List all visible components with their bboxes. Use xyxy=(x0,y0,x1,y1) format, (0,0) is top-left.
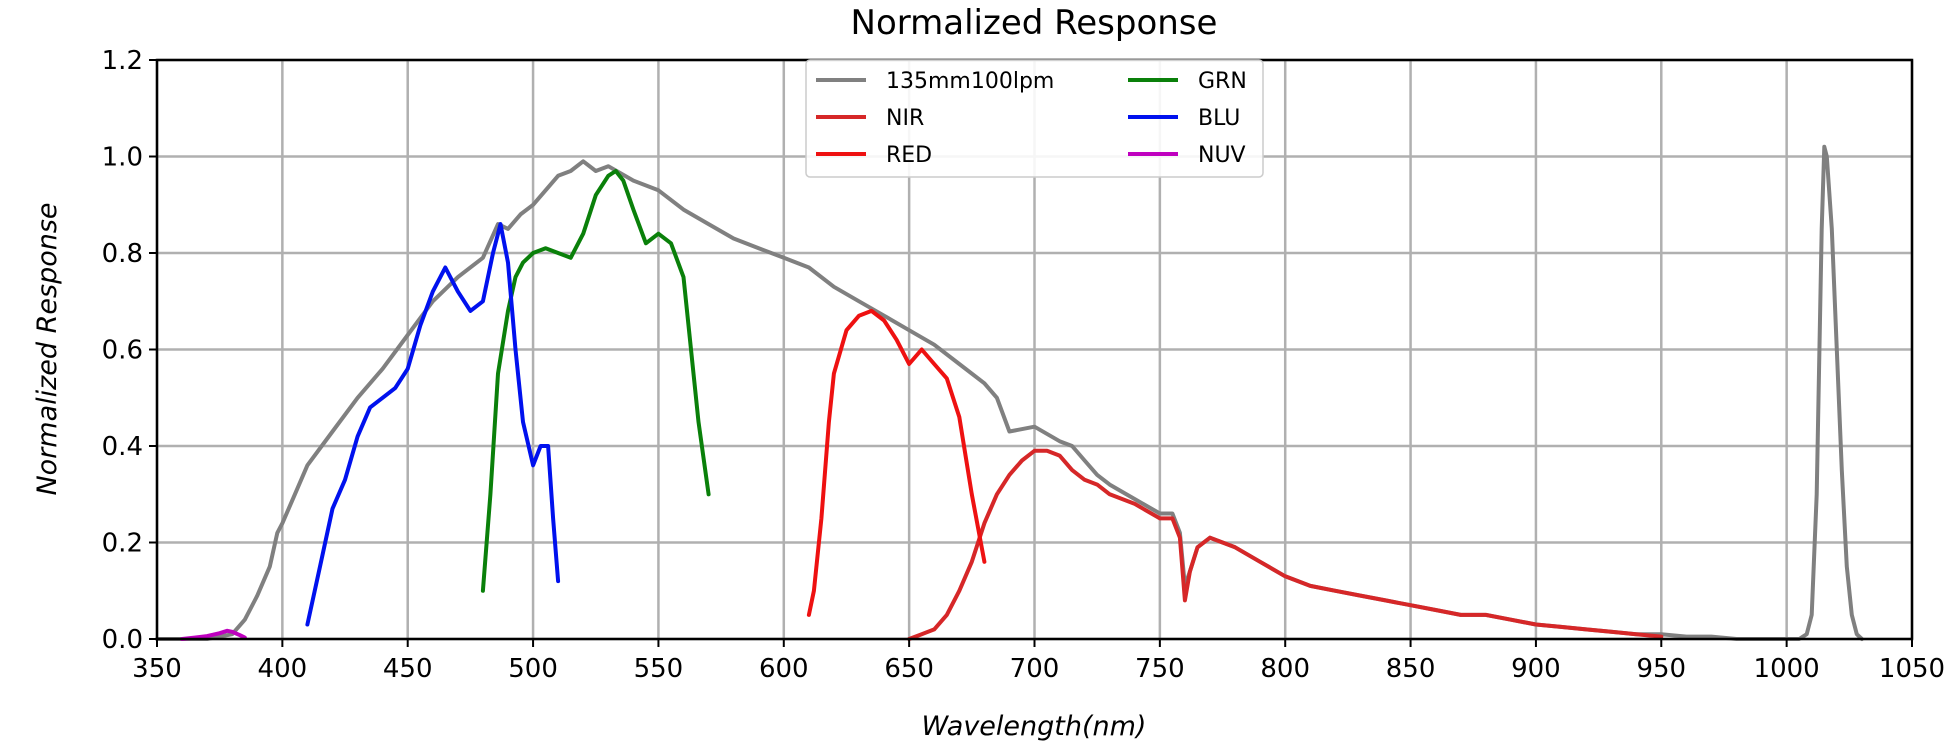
x-tick-label: 600 xyxy=(759,654,809,684)
legend: 135mm100lpm NIR RED GRN BLU NUV xyxy=(805,59,1264,178)
series-line-nuv xyxy=(180,628,247,641)
x-tick-label: 900 xyxy=(1511,654,1561,684)
y-tick-label: 1.2 xyxy=(102,46,143,76)
x-tick-label: 450 xyxy=(383,654,433,684)
y-tick-label: 0.6 xyxy=(102,336,143,366)
x-tick-label: 950 xyxy=(1636,654,1686,684)
y-tick-label: 1.0 xyxy=(102,143,143,173)
x-tick-label: 850 xyxy=(1386,654,1436,684)
x-tick-label: 550 xyxy=(634,654,684,684)
legend-label: BLU xyxy=(1198,106,1240,131)
legend-label: RED xyxy=(886,143,932,168)
legend-label: NUV xyxy=(1198,143,1246,168)
y-axis-label: Normalized Response xyxy=(32,202,63,495)
legend-label: GRN xyxy=(1198,69,1247,94)
chart-title: Normalized Response xyxy=(851,3,1218,43)
legend-label: 135mm100lpm xyxy=(886,69,1054,94)
series-line-red xyxy=(806,308,987,617)
y-tick-label: 0.8 xyxy=(102,239,143,269)
series-line-grn xyxy=(480,169,711,593)
series-line-135mm100lpm xyxy=(155,144,1864,641)
legend-label: NIR xyxy=(886,106,924,131)
y-tick-label: 0.2 xyxy=(102,529,143,559)
x-tick-label: 750 xyxy=(1135,654,1185,684)
axis-ticks: 350 400 450 500 550 600 650 700 750 800 850 900 950 1… xyxy=(102,46,1945,684)
x-tick-label: 400 xyxy=(258,654,308,684)
series-line-blu xyxy=(305,222,561,627)
x-axis-label: Wavelength(nm) xyxy=(922,711,1147,742)
x-tick-label: 800 xyxy=(1260,654,1310,684)
y-tick-label: 0.4 xyxy=(102,432,143,462)
legend-box xyxy=(805,59,1264,178)
x-tick-label: 650 xyxy=(884,654,934,684)
x-tick-label: 500 xyxy=(508,654,558,684)
x-tick-label: 350 xyxy=(132,654,182,684)
x-tick-label: 1000 xyxy=(1754,654,1820,684)
series-line-nir xyxy=(907,448,1664,641)
x-tick-label: 700 xyxy=(1010,654,1060,684)
x-tick-label: 1050 xyxy=(1879,654,1945,684)
series-lines xyxy=(155,144,1864,641)
y-tick-label: 0.0 xyxy=(102,625,143,655)
